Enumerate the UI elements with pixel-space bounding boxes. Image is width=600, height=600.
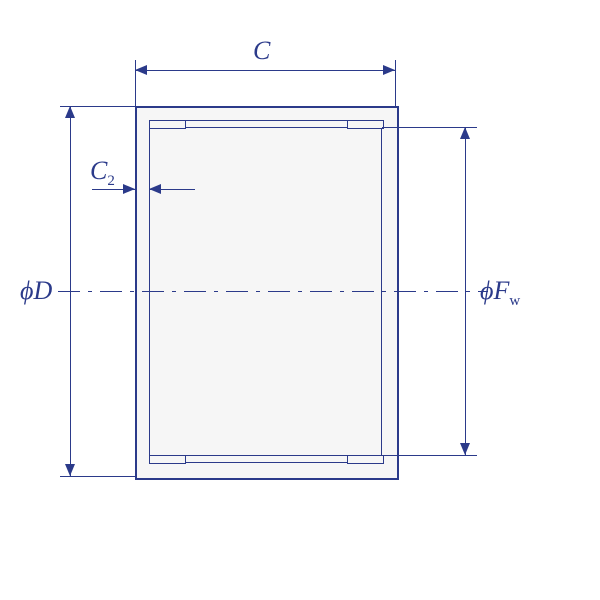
fw-ext-bottom xyxy=(382,455,477,456)
d-dim-line xyxy=(70,106,71,476)
c2-arrow-to-inner xyxy=(149,184,161,194)
label-phiFw-sub: w xyxy=(509,293,520,309)
fw-dim-line xyxy=(465,127,466,455)
c-arrow-left xyxy=(135,65,147,75)
c2-arrow-to-outer xyxy=(123,184,135,194)
label-c: C xyxy=(253,36,270,66)
d-arrow-bottom xyxy=(65,464,75,476)
lip-top-right xyxy=(347,120,384,129)
c-ext-right xyxy=(395,60,396,106)
housing-outline xyxy=(135,106,399,480)
fw-arrow-top xyxy=(460,127,470,139)
c2-ext-outer xyxy=(135,180,136,200)
lip-bottom-right xyxy=(347,455,384,464)
fw-arrow-bottom xyxy=(460,443,470,455)
drawing-stage: C C2 ϕD ϕFw xyxy=(0,0,600,600)
inner-wall-left xyxy=(149,120,150,464)
label-phiFw-main: ϕF xyxy=(480,276,509,305)
inner-wall-right xyxy=(381,120,382,464)
label-c2: C2 xyxy=(90,156,115,190)
c-dim-line xyxy=(135,70,395,71)
centerline xyxy=(58,291,488,292)
d-arrow-top xyxy=(65,106,75,118)
lip-top-left xyxy=(149,120,186,129)
label-phiFw: ϕFw xyxy=(480,276,520,310)
lip-bottom-left xyxy=(149,455,186,464)
label-phiD: ϕD xyxy=(20,276,52,306)
label-c2-sub: 2 xyxy=(107,173,115,189)
label-c2-main: C xyxy=(90,156,107,185)
c-arrow-right xyxy=(383,65,395,75)
d-ext-bottom xyxy=(60,476,135,477)
